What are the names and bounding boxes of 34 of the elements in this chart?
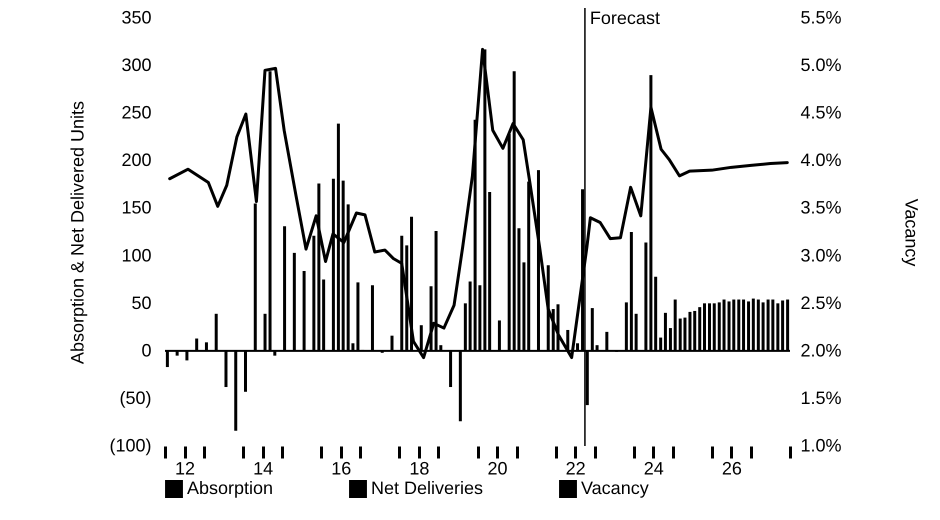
legend-label: Vacancy — [581, 478, 649, 498]
y2-tick-label: 1.5% — [800, 388, 842, 408]
x-tick-label: 24 — [644, 458, 664, 478]
x-tick-label: 22 — [566, 458, 586, 478]
y-tick-label: 200 — [121, 150, 152, 170]
y-tick-label: 300 — [121, 55, 152, 76]
y2-tick-label: 5.0% — [800, 55, 842, 76]
y-tick-label: 250 — [121, 102, 152, 123]
y2-tick-label: 4.5% — [800, 102, 842, 123]
x-tick-label: 16 — [331, 458, 352, 478]
legend-label: Absorption — [187, 478, 274, 498]
y-tick-label: 50 — [131, 292, 152, 313]
y2-tick-label: 1.0% — [800, 436, 842, 456]
x-tick-label: 20 — [488, 458, 508, 478]
y-tick-label: 150 — [121, 198, 152, 218]
x-tick-label: 26 — [722, 458, 742, 478]
y2-tick-label: 3.5% — [800, 198, 842, 218]
y2-tick-label: 3.0% — [800, 245, 842, 266]
y2-axis-title: Vacancy — [902, 198, 922, 266]
legend-label: Net Deliveries — [371, 478, 484, 498]
y2-tick-label: 5.5% — [800, 8, 842, 28]
y-tick-label: 350 — [121, 8, 152, 28]
y-tick-label: (50) — [119, 388, 152, 408]
ref-line-label: Forecast — [590, 8, 660, 28]
x-tick-label: 14 — [253, 458, 274, 478]
y2-tick-label: 4.0% — [800, 150, 842, 170]
y-tick-label: (100) — [109, 436, 152, 456]
y-tick-label: 100 — [121, 245, 152, 266]
y2-tick-label: 2.5% — [800, 292, 842, 313]
y2-tick-label: 2.0% — [800, 340, 842, 360]
x-tick-label: 18 — [409, 458, 430, 478]
y-tick-label: 0 — [141, 340, 152, 360]
x-tick-label: 12 — [175, 458, 196, 478]
y-axis-title: Absorption & Net Delivered Units — [67, 100, 88, 364]
